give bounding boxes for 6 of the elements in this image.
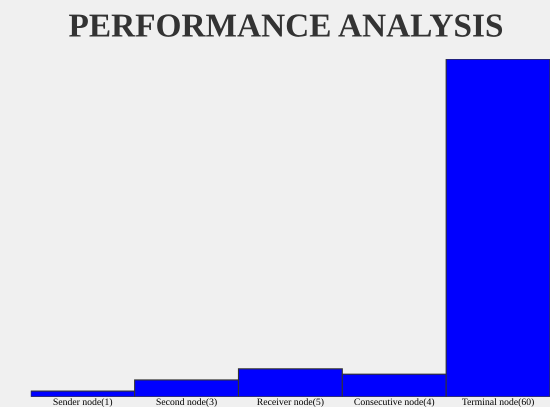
x-tick-label: Sender node(1) <box>54 398 112 407</box>
chart-title: PERFORMANCE ANALYSIS <box>69 14 502 37</box>
x-tick-label: Receiver node(5) <box>257 398 324 407</box>
x-tick-label: Second node(3) <box>156 398 217 407</box>
x-tick-label: Consecutive node(4) <box>354 398 434 407</box>
x-tick-label: Terminal node(60) <box>462 398 534 407</box>
